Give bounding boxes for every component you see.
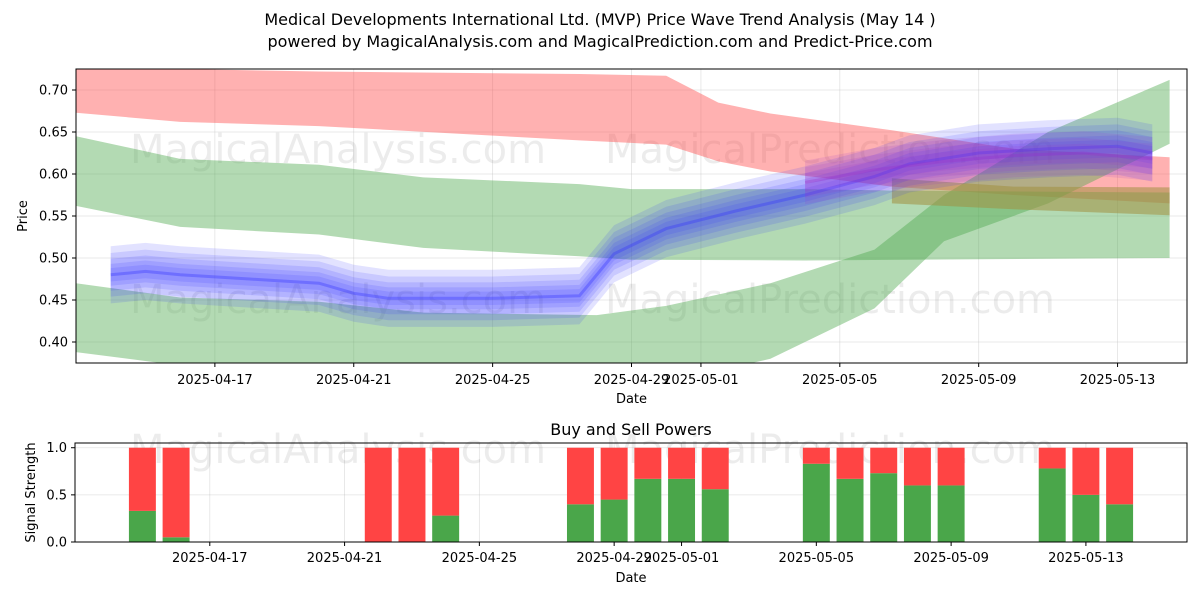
x-axis-label: Date [616, 392, 647, 407]
buy-bar [128, 510, 156, 542]
x-tick-label: 2025-04-29 [576, 551, 652, 566]
blue-wave-band [110, 130, 1153, 315]
red-wave-band [76, 69, 1170, 204]
sell-bar [1038, 447, 1066, 469]
blue-wave-band [110, 124, 1153, 321]
sell-bar [836, 447, 864, 479]
buy-bar [802, 463, 830, 542]
buy-bar [668, 478, 696, 542]
buy-bar [836, 478, 864, 542]
sell-bar [668, 447, 696, 479]
price-chart: MagicalAnalysis.com MagicalPrediction.com… [16, 68, 1188, 407]
x-tick-label: 2025-05-13 [1080, 373, 1156, 388]
chart-title-line2: powered by MagicalAnalysis.com and Magic… [267, 32, 932, 51]
sell-bar [566, 447, 594, 505]
chart-title-line1: Medical Developments International Ltd. … [264, 10, 935, 29]
power-chart-title: Buy and Sell Powers [550, 420, 712, 439]
x-axis-label: Date [615, 571, 646, 586]
y-axis-label: Price [16, 200, 31, 232]
green-lower-band [76, 79, 1170, 363]
x-tick-label: 2025-05-01 [663, 373, 739, 388]
x-tick-label: 2025-04-21 [307, 551, 383, 566]
sell-bar [398, 447, 426, 542]
watermark-magicalprediction: MagicalPrediction.com [605, 127, 1055, 173]
sell-bar [870, 447, 898, 474]
buy-bar [432, 515, 460, 542]
purple-wave-band [805, 143, 1153, 192]
x-tick-label: 2025-04-25 [442, 551, 518, 566]
buy-bar [566, 504, 594, 542]
y-tick-label: 0.45 [39, 294, 68, 309]
x-tick-label: 2025-04-29 [594, 373, 670, 388]
x-tick-label: 2025-04-17 [172, 551, 248, 566]
buy-bar [1072, 494, 1100, 542]
buy-bar [634, 478, 662, 542]
x-tick-label: 2025-05-13 [1048, 551, 1124, 566]
sell-bar [1106, 447, 1134, 505]
y-tick-label: 0.50 [39, 252, 68, 267]
y-tick-label: 0.60 [39, 168, 68, 183]
sell-bar [802, 447, 830, 464]
green-upper-band [76, 136, 1170, 261]
buy-sell-power-chart: MagicalAnalysis.com MagicalPrediction.com… [24, 420, 1188, 586]
y-tick-label: 0.55 [39, 210, 68, 225]
watermark-magicalanalysis: MagicalAnalysis.com [130, 127, 546, 173]
sell-bar [1072, 447, 1100, 495]
x-tick-label: 2025-05-01 [644, 551, 720, 566]
sell-bar [364, 447, 392, 542]
purple-wave-band [805, 137, 1153, 198]
sell-bar [162, 447, 190, 538]
x-tick-label: 2025-04-25 [455, 373, 531, 388]
y-tick-label: 0.70 [39, 84, 68, 99]
x-tick-label: 2025-04-17 [177, 373, 253, 388]
sell-bar [600, 447, 628, 500]
sell-bar [903, 447, 931, 486]
y-tick-label: 1.0 [46, 441, 67, 456]
watermark-magicalprediction: MagicalPrediction.com [605, 277, 1055, 323]
x-tick-label: 2025-05-09 [913, 551, 989, 566]
y-tick-label: 0.5 [46, 488, 67, 503]
blue-wave-band [110, 117, 1153, 327]
watermark-magicalanalysis: MagicalAnalysis.com [130, 427, 546, 473]
blue-wave-line [110, 144, 1153, 300]
x-tick-label: 2025-04-21 [316, 373, 392, 388]
sell-bar [432, 447, 460, 516]
sell-bar [937, 447, 965, 486]
buy-bar [1106, 504, 1134, 542]
x-tick-label: 2025-05-09 [941, 373, 1017, 388]
purple-wave-line [804, 151, 1153, 184]
sell-bar [128, 447, 156, 511]
buy-bar [903, 485, 931, 542]
buy-bar [701, 489, 729, 542]
buy-bar [937, 485, 965, 542]
y-tick-label: 0.65 [39, 126, 68, 141]
y-tick-label: 0.0 [46, 536, 67, 551]
buy-bar [1038, 468, 1066, 542]
buy-bar [600, 499, 628, 542]
watermark-magicalanalysis: MagicalAnalysis.com [130, 277, 546, 323]
buy-bar [162, 537, 190, 542]
olive-overlap-band [891, 178, 1170, 216]
x-tick-label: 2025-05-05 [802, 373, 878, 388]
x-tick-label: 2025-05-05 [779, 551, 855, 566]
y-tick-label: 0.40 [39, 336, 68, 351]
sell-bar [634, 447, 662, 479]
y-axis-label: Signal Strength [24, 442, 39, 542]
buy-bar [870, 473, 898, 542]
purple-wave-band [805, 131, 1153, 205]
sell-bar [701, 447, 729, 490]
power-plot-frame [74, 442, 1188, 543]
blue-wave-band [110, 135, 1153, 310]
